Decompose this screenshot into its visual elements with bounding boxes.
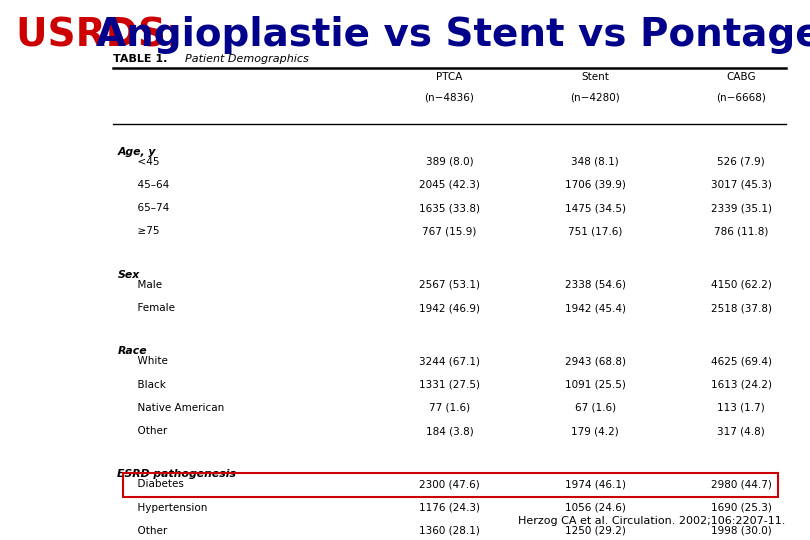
Text: Diabetes: Diabetes: [131, 480, 184, 489]
Text: PTCA: PTCA: [437, 72, 463, 82]
Text: Black: Black: [131, 380, 166, 390]
Text: 4625 (69.4): 4625 (69.4): [710, 356, 772, 367]
Text: Angioplastie vs Stent vs Pontage: Angioplastie vs Stent vs Pontage: [96, 16, 810, 54]
Text: 1706 (39.9): 1706 (39.9): [565, 180, 626, 190]
Text: Other: Other: [131, 526, 168, 536]
Text: 317 (4.8): 317 (4.8): [718, 426, 765, 436]
Text: Sex: Sex: [117, 269, 139, 280]
Text: 1635 (33.8): 1635 (33.8): [419, 203, 480, 213]
Text: (n−4836): (n−4836): [424, 92, 475, 103]
Text: 67 (1.6): 67 (1.6): [575, 403, 616, 413]
Text: 1974 (46.1): 1974 (46.1): [565, 480, 626, 489]
Text: <45: <45: [131, 157, 160, 167]
Text: 751 (17.6): 751 (17.6): [568, 226, 623, 237]
Text: 65–74: 65–74: [131, 203, 169, 213]
Text: (n−4280): (n−4280): [570, 92, 620, 103]
Text: Native American: Native American: [131, 403, 224, 413]
Text: 2300 (47.6): 2300 (47.6): [420, 480, 480, 489]
Text: 45–64: 45–64: [131, 180, 169, 190]
Text: 348 (8.1): 348 (8.1): [572, 157, 619, 167]
Text: 179 (4.2): 179 (4.2): [572, 426, 619, 436]
Text: 2567 (53.1): 2567 (53.1): [419, 280, 480, 290]
Text: 767 (15.9): 767 (15.9): [422, 226, 477, 237]
Text: Other: Other: [131, 426, 168, 436]
Text: 389 (8.0): 389 (8.0): [426, 157, 473, 167]
Text: 1360 (28.1): 1360 (28.1): [419, 526, 480, 536]
Text: 4150 (62.2): 4150 (62.2): [710, 280, 772, 290]
Text: CABG: CABG: [727, 72, 756, 82]
Text: 2338 (54.6): 2338 (54.6): [565, 280, 626, 290]
Text: USRDS:: USRDS:: [16, 16, 195, 54]
Text: Stent: Stent: [582, 72, 609, 82]
Text: 1690 (25.3): 1690 (25.3): [710, 503, 772, 512]
Text: 526 (7.9): 526 (7.9): [718, 157, 765, 167]
Text: 2943 (68.8): 2943 (68.8): [565, 356, 626, 367]
Text: 1942 (46.9): 1942 (46.9): [419, 303, 480, 313]
Text: 1998 (30.0): 1998 (30.0): [711, 526, 771, 536]
Text: 1942 (45.4): 1942 (45.4): [565, 303, 626, 313]
Text: 1613 (24.2): 1613 (24.2): [710, 380, 772, 390]
Text: 2518 (37.8): 2518 (37.8): [710, 303, 772, 313]
Text: 2339 (35.1): 2339 (35.1): [710, 203, 772, 213]
Text: Herzog CA et al. Circulation. 2002;106:2207-11.: Herzog CA et al. Circulation. 2002;106:2…: [518, 516, 786, 526]
Text: TABLE 1.: TABLE 1.: [113, 54, 168, 64]
Text: 1250 (29.2): 1250 (29.2): [565, 526, 626, 536]
Text: 1331 (27.5): 1331 (27.5): [419, 380, 480, 390]
Text: 3244 (67.1): 3244 (67.1): [419, 356, 480, 367]
Text: 1475 (34.5): 1475 (34.5): [565, 203, 626, 213]
Text: 1056 (24.6): 1056 (24.6): [565, 503, 626, 512]
Text: 2980 (44.7): 2980 (44.7): [710, 480, 772, 489]
Text: 2045 (42.3): 2045 (42.3): [419, 180, 480, 190]
Text: Hypertension: Hypertension: [131, 503, 207, 512]
Text: 1091 (25.5): 1091 (25.5): [565, 380, 626, 390]
Text: 786 (11.8): 786 (11.8): [714, 226, 769, 237]
Text: Male: Male: [131, 280, 162, 290]
Text: 184 (3.8): 184 (3.8): [426, 426, 473, 436]
Text: (n−6668): (n−6668): [716, 92, 766, 103]
Text: 3017 (45.3): 3017 (45.3): [710, 180, 772, 190]
Text: Age, y: Age, y: [117, 147, 156, 157]
Text: ESRD pathogenesis: ESRD pathogenesis: [117, 469, 237, 480]
Text: 113 (1.7): 113 (1.7): [718, 403, 765, 413]
Text: Female: Female: [131, 303, 175, 313]
Text: 77 (1.6): 77 (1.6): [429, 403, 470, 413]
Text: Patient Demographics: Patient Demographics: [185, 54, 309, 64]
Text: White: White: [131, 356, 168, 367]
Text: 1176 (24.3): 1176 (24.3): [419, 503, 480, 512]
Text: ≥75: ≥75: [131, 226, 160, 237]
Text: Race: Race: [117, 346, 147, 356]
